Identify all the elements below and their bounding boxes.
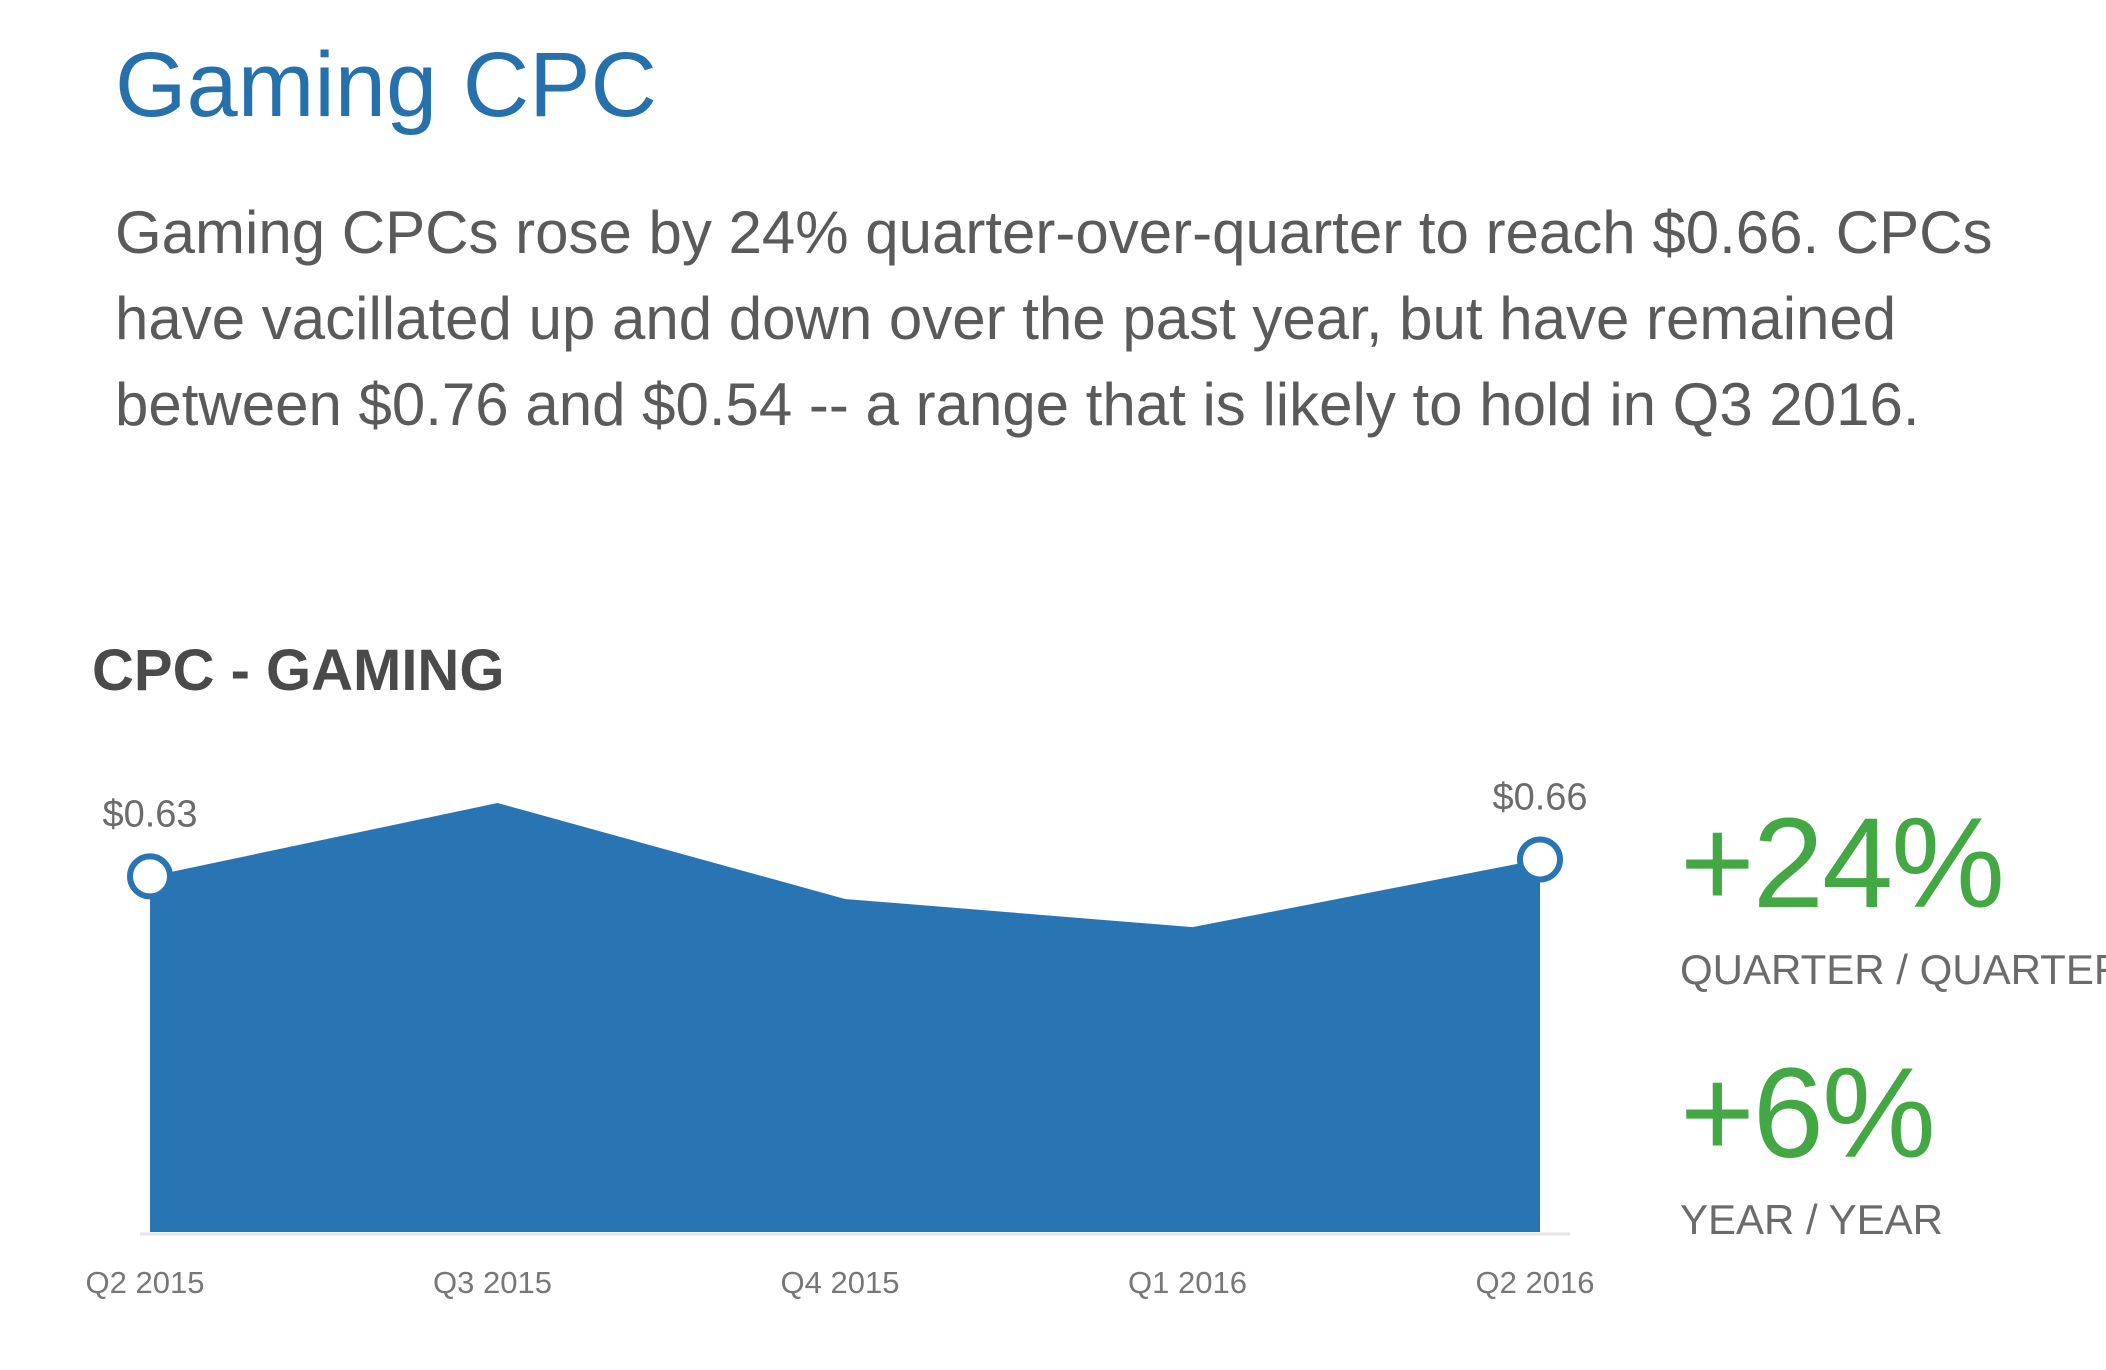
data-label: $0.63 [102,793,197,835]
data-label: $0.66 [1492,776,1587,818]
x-tick-label: Q2 2015 [86,1265,205,1300]
quarter-stat-label: QUARTER / QUARTER [1680,946,2106,993]
quarter-stat-value: +24% [1680,792,2005,935]
x-tick-label: Q1 2016 [1128,1265,1247,1300]
data-point-marker [1517,836,1563,883]
page-description: Gaming CPCs rose by 24% quarter-over-qua… [115,199,1993,438]
data-point-marker [127,853,173,900]
quarter-stat: +24% QUARTER / QUARTER [1680,800,2106,998]
year-stat: +6% YEAR / YEAR [1680,1050,1943,1248]
year-stat-label: YEAR / YEAR [1680,1196,1943,1243]
area-series [150,803,1540,1232]
chart-title: CPC - GAMING [92,638,505,703]
x-tick-label: Q3 2015 [433,1265,552,1300]
x-tick-label: Q4 2015 [781,1265,900,1300]
x-tick-label: Q2 2016 [1476,1265,1595,1300]
page-title: Gaming CPC [115,34,657,136]
year-stat-value: +6% [1680,1042,1936,1185]
